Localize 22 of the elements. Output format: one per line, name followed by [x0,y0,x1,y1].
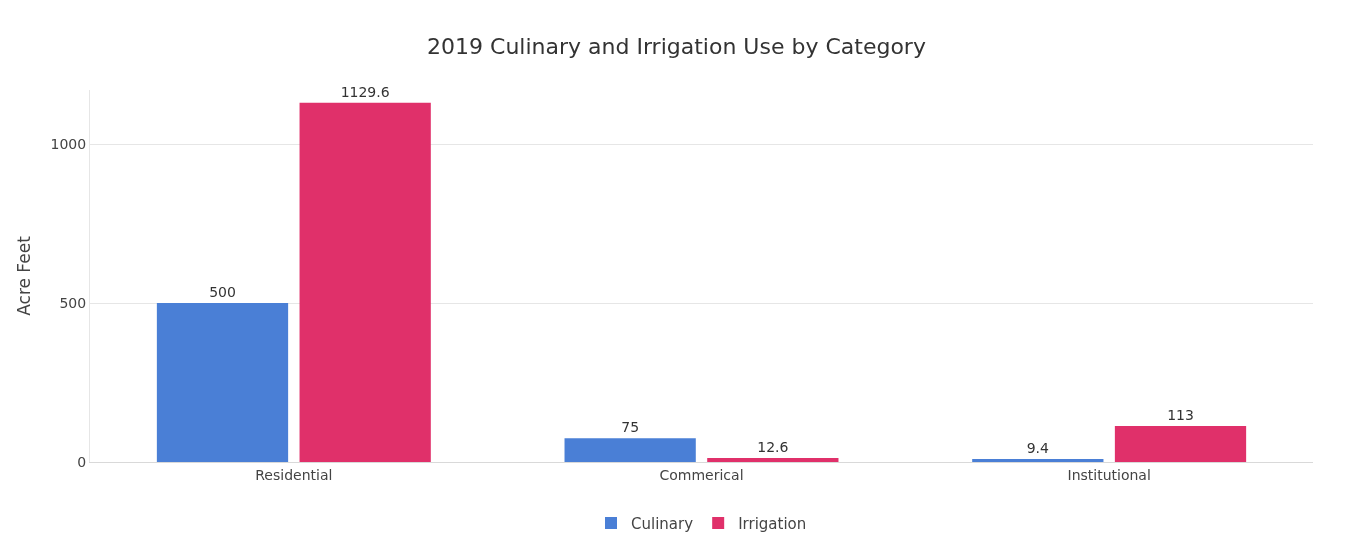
bar [1114,426,1247,462]
y-tick-label: 1000 [50,135,87,152]
y-tick-label: 500 [59,294,87,311]
bar [707,457,839,462]
legend-label: Irrigation [738,514,807,533]
bar [972,459,1104,462]
bar [156,303,289,462]
chart-title: 2019 Culinary and Irrigation Use by Category [427,34,926,60]
x-tick-label: Residential [255,466,333,483]
data-label: 75 [621,419,640,436]
bar [564,438,696,462]
x-tick-label: Commerical [659,466,744,483]
data-label: 9.4 [1026,440,1049,457]
bar [299,102,431,462]
y-axis-title: Acre Feet [14,235,35,316]
x-tick-label: Institutional [1067,466,1151,483]
data-label: 500 [209,284,236,301]
y-tick-label: 0 [77,453,87,470]
data-label: 12.6 [757,438,789,455]
data-label: 113 [1167,407,1194,424]
data-label: 1129.6 [340,83,390,100]
legend-label: Culinary [631,514,694,533]
